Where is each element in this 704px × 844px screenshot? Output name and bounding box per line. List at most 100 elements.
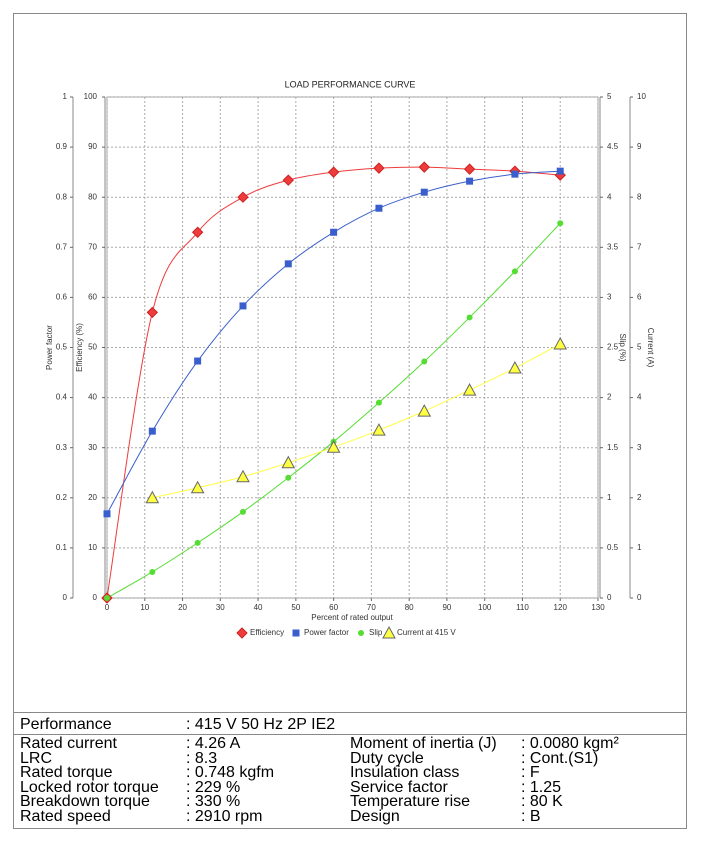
marker: [191, 226, 204, 238]
marker: [511, 268, 518, 275]
y-tick-label: 4: [607, 192, 612, 201]
y-tick-label: 0: [607, 593, 612, 602]
marker: [239, 508, 246, 515]
table-cell: : 4.26 A: [186, 735, 241, 752]
marker: [358, 630, 364, 636]
marker: [372, 423, 386, 436]
x-tick-label: 50: [291, 603, 300, 612]
y-tick-label: 2.5: [607, 343, 619, 352]
y-tick-label: 0: [63, 593, 68, 602]
marker: [281, 455, 296, 469]
y-tick-label: 1: [607, 493, 612, 502]
table-cell: Design: [350, 808, 400, 825]
marker: [330, 228, 338, 236]
marker: [292, 629, 300, 637]
y-tick-label: 40: [88, 393, 97, 402]
marker: [145, 490, 160, 504]
y-tick-label: 0.2: [56, 493, 68, 502]
y-tick-label: 100: [84, 92, 98, 101]
x-tick-label: 30: [216, 603, 225, 612]
series-line: [152, 343, 561, 499]
y-tick-label: 0.1: [56, 543, 68, 552]
page-frame: [13, 13, 687, 829]
y-tick-label: 80: [88, 192, 97, 201]
x-tick-label: 40: [254, 603, 263, 612]
table-cell: LRC: [20, 749, 53, 767]
marker: [418, 161, 430, 173]
marker: [282, 174, 294, 186]
marker: [508, 360, 522, 374]
marker: [194, 539, 201, 546]
marker: [373, 162, 385, 174]
y-tick-label: 10: [88, 543, 97, 552]
x-tick-label: 110: [516, 603, 529, 612]
marker: [466, 177, 474, 185]
x-tick-label: 70: [367, 603, 376, 612]
y-tick-label: 70: [88, 242, 97, 251]
marker: [466, 314, 473, 321]
y-tick-label: 8: [637, 192, 642, 201]
marker: [104, 595, 110, 601]
table-cell: Rated current: [20, 735, 117, 752]
marker: [149, 568, 156, 575]
table-cell: Service factor: [350, 778, 448, 796]
y-tick-label: 2: [637, 493, 642, 502]
x-tick-label: 80: [405, 603, 414, 612]
marker: [553, 336, 568, 350]
y-tick-label: 0.6: [56, 293, 68, 302]
y-tick-label: 1: [637, 543, 642, 552]
table-cell: Rated speed: [20, 808, 111, 825]
y-tick-label: 3: [637, 443, 642, 452]
marker: [190, 480, 205, 494]
legend-label: Slip: [369, 628, 383, 637]
table-cell: : 229 %: [186, 778, 241, 796]
legend-item: Power factor: [292, 628, 349, 637]
x-tick-label: 90: [442, 603, 451, 612]
marker: [421, 358, 428, 365]
legend-item: Efficiency: [236, 627, 284, 639]
y-tick-label: 4: [637, 393, 642, 402]
y-tick-label: 2: [607, 393, 612, 402]
table-cell: : 415 V 50 Hz 2P IE2: [186, 716, 336, 733]
marker: [103, 510, 111, 518]
y-tick-label: 0.9: [56, 142, 68, 151]
y-tick-label: 3: [607, 293, 612, 302]
table-header: [13, 712, 687, 735]
marker: [239, 302, 247, 310]
legend-label: Efficiency: [250, 628, 284, 637]
marker: [284, 260, 292, 268]
table-cell: : 0.748 kgfm: [186, 764, 275, 782]
y-tick-label: 0.8: [56, 192, 68, 201]
marker: [557, 220, 564, 227]
table-cell: : 330 %: [186, 793, 241, 811]
x-tick-label: 60: [329, 603, 338, 612]
x-tick-label: 0: [105, 603, 110, 612]
marker: [146, 306, 159, 319]
x-tick-label: 120: [554, 603, 568, 612]
table-cell: : 2910 rpm: [186, 808, 263, 825]
y-axis-title: Slip (%): [618, 333, 627, 361]
y-tick-label: 0.5: [607, 543, 619, 552]
marker: [417, 404, 432, 417]
marker: [462, 383, 477, 396]
table-cell: : 80 K: [521, 793, 563, 811]
marker: [463, 163, 476, 175]
y-tick-label: 1: [63, 92, 68, 101]
marker: [148, 427, 156, 435]
y-tick-label: 0.5: [56, 343, 68, 352]
table-cell: Performance: [20, 716, 112, 733]
marker: [420, 188, 428, 196]
y-tick-label: 60: [88, 293, 97, 302]
chart: LOAD PERFORMANCE CURVE Percent of rated …: [45, 79, 655, 639]
marker: [375, 204, 383, 212]
marker: [326, 440, 341, 453]
y-tick-label: 0.7: [56, 242, 68, 251]
y-tick-label: 5: [637, 343, 642, 352]
marker: [382, 625, 396, 639]
table-cell: Rated torque: [20, 764, 113, 782]
table-cell: Locked rotor torque: [20, 778, 159, 796]
table-cell: Moment of inertia (J): [350, 735, 497, 752]
y-tick-label: 1.5: [607, 443, 619, 452]
marker: [236, 627, 248, 639]
x-tick-label: 100: [478, 603, 492, 612]
